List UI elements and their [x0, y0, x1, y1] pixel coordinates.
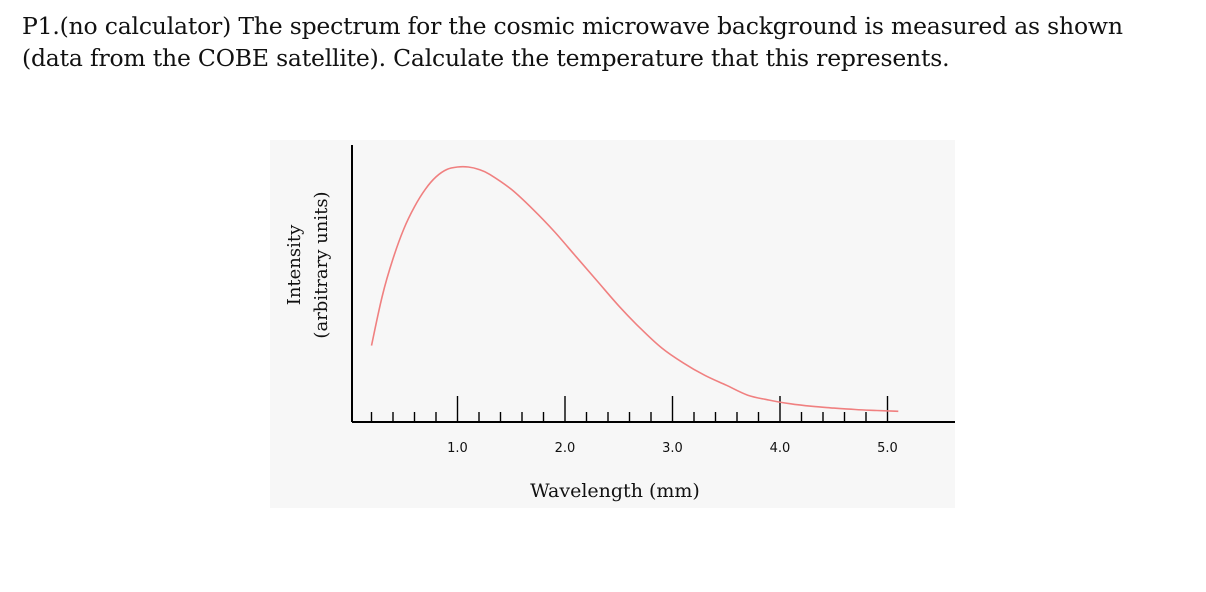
y-axis-label-line-2: (arbitrary units) — [311, 191, 332, 338]
x-tick-label: 2.0 — [555, 441, 576, 456]
spectrum-chart: 1.0 2.0 3.0 4.0 5.0 Wavelength (mm) Intensit… — [284, 145, 955, 502]
problem-line-2: (data from the COBE satellite). Calculat… — [22, 44, 950, 72]
problem-line-1: P1.(no calculator) The spectrum for the … — [22, 12, 1123, 40]
x-axis-label: Wavelength (mm) — [530, 480, 700, 502]
x-tick-label: 5.0 — [877, 441, 898, 456]
spectrum-curve — [370, 165, 899, 413]
spectrum-figure: 1.0 2.0 3.0 4.0 5.0 Wavelength (mm) Intensit… — [270, 140, 955, 508]
y-axis-label-line-1: Intensity — [284, 224, 305, 305]
problem-statement: P1.(no calculator) The spectrum for the … — [22, 10, 1192, 74]
x-tick-label: 1.0 — [447, 441, 468, 456]
x-tick-label: 4.0 — [770, 441, 791, 456]
x-axis-tick-labels: 1.0 2.0 3.0 4.0 5.0 — [447, 441, 898, 456]
x-axis-ticks — [370, 396, 889, 422]
y-axis-label: Intensity (arbitrary units) — [284, 191, 332, 338]
x-tick-label: 3.0 — [662, 441, 683, 456]
chart-axes — [351, 145, 955, 423]
